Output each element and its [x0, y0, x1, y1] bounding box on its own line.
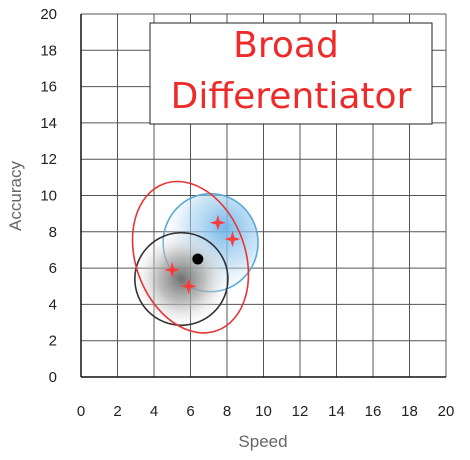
x-tick-label: 4	[150, 403, 158, 420]
chart-title-line-1: Broad	[233, 25, 339, 66]
regions	[131, 180, 259, 334]
region-outer	[131, 180, 250, 334]
x-tick-label: 12	[292, 403, 309, 420]
region-gray	[134, 231, 229, 327]
x-tick-label: 0	[77, 403, 85, 420]
title-box: Broad Differentiator	[149, 22, 433, 125]
y-tick-label: 0	[49, 369, 57, 386]
y-tick-label: 18	[40, 42, 57, 59]
y-tick-label: 8	[49, 224, 57, 241]
x-tick-label: 16	[365, 403, 382, 420]
data-points	[164, 214, 241, 295]
axis-ticks: 0 2 4 6 8 10 12 14 16 18 20 0 2 4 6 8 10 12 14 16 18 20	[40, 6, 454, 420]
x-tick-label: 20	[438, 403, 455, 420]
y-tick-label: 16	[40, 79, 57, 96]
x-tick-label: 14	[328, 403, 345, 420]
star-marker	[224, 231, 241, 248]
x-tick-label: 2	[113, 403, 121, 420]
x-tick-label: 6	[186, 403, 194, 420]
x-tick-label: 18	[401, 403, 418, 420]
dot-marker	[192, 253, 204, 265]
y-tick-label: 14	[40, 115, 57, 132]
y-tick-label: 20	[40, 6, 57, 23]
chart-title-line-2: Differentiator	[171, 76, 412, 117]
y-axis-title: Accuracy	[6, 161, 25, 231]
y-tick-label: 10	[40, 188, 57, 205]
x-axis-title: Speed	[238, 432, 287, 451]
y-tick-label: 12	[40, 151, 57, 168]
star-marker	[209, 214, 226, 231]
star-marker	[180, 278, 197, 295]
y-tick-label: 6	[49, 260, 57, 277]
x-tick-label: 8	[223, 403, 231, 420]
y-tick-label: 4	[49, 296, 57, 313]
x-tick-label: 10	[255, 403, 272, 420]
y-tick-label: 2	[49, 333, 57, 350]
star-marker	[164, 261, 181, 278]
